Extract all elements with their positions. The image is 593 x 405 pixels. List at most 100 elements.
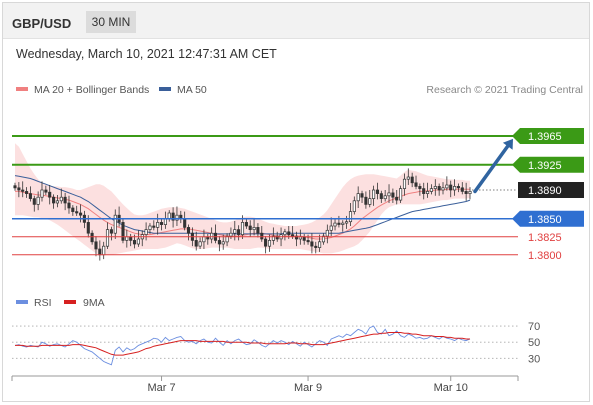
candle-body bbox=[294, 235, 299, 240]
candle-body bbox=[356, 193, 360, 202]
candle bbox=[28, 186, 32, 202]
candle-body bbox=[310, 241, 314, 247]
candle-body bbox=[264, 238, 268, 247]
candle-body bbox=[267, 240, 272, 247]
candle bbox=[71, 205, 75, 216]
candle-body bbox=[40, 189, 44, 198]
candle bbox=[237, 225, 241, 241]
candle-body bbox=[314, 245, 318, 248]
timeframe-badge[interactable]: 30 MIN bbox=[86, 11, 136, 33]
candle-body bbox=[98, 248, 102, 256]
candle-body bbox=[237, 229, 241, 235]
candle-body bbox=[325, 229, 329, 237]
candle-body bbox=[414, 182, 418, 187]
price-panel bbox=[13, 143, 472, 261]
candle bbox=[148, 223, 152, 234]
candle bbox=[264, 236, 268, 254]
candle-body bbox=[368, 198, 372, 205]
time-tick-label: Mar 10 bbox=[434, 382, 468, 394]
candle bbox=[468, 187, 472, 200]
candle bbox=[391, 188, 395, 203]
candle-body bbox=[464, 191, 468, 194]
candle bbox=[44, 185, 48, 196]
candle-body bbox=[348, 211, 353, 223]
candle bbox=[109, 226, 113, 241]
header-bar: GBP/USD 30 MIN bbox=[3, 3, 589, 39]
ma9-legend-label: 9MA bbox=[83, 297, 105, 309]
candle-body bbox=[121, 222, 125, 241]
candle bbox=[348, 202, 353, 226]
pivot-tag bbox=[512, 210, 584, 227]
candle-body bbox=[433, 186, 437, 189]
candle-body bbox=[25, 191, 29, 194]
candle-body bbox=[337, 222, 341, 225]
candle-body bbox=[109, 229, 113, 234]
rsi-tick-label: 30 bbox=[528, 353, 540, 365]
main-legend: MA 20 + Bollinger Bands MA 50 Research ©… bbox=[16, 84, 583, 96]
candle-body bbox=[364, 196, 368, 205]
candle bbox=[94, 236, 98, 257]
candle bbox=[186, 224, 191, 241]
candle bbox=[252, 218, 256, 236]
candle-body bbox=[44, 189, 48, 193]
candle-body bbox=[163, 218, 167, 225]
candle bbox=[156, 213, 160, 235]
ma9-legend-swatch bbox=[64, 300, 76, 304]
candle-body bbox=[136, 238, 140, 245]
candle-body bbox=[113, 214, 117, 234]
candle bbox=[267, 234, 272, 252]
candle-body bbox=[129, 236, 133, 241]
candle-body bbox=[17, 187, 21, 191]
candle bbox=[55, 195, 59, 208]
candle-body bbox=[410, 176, 414, 184]
candle bbox=[460, 182, 464, 195]
candle-body bbox=[144, 229, 148, 235]
candle-body bbox=[460, 187, 464, 192]
candle-body bbox=[252, 227, 256, 230]
candle-body bbox=[132, 240, 137, 245]
candle bbox=[445, 176, 449, 191]
candle bbox=[429, 184, 433, 195]
candle bbox=[152, 220, 156, 231]
candle bbox=[321, 233, 326, 245]
candle-body bbox=[391, 192, 395, 198]
candle-body bbox=[244, 222, 248, 227]
candle-body bbox=[94, 241, 98, 250]
candle bbox=[422, 182, 426, 200]
candle bbox=[387, 184, 391, 203]
time-tick-label: Mar 7 bbox=[147, 382, 175, 394]
candle-body bbox=[186, 227, 191, 234]
candle-body bbox=[456, 186, 460, 189]
candle bbox=[25, 187, 29, 198]
candle-body bbox=[321, 235, 326, 243]
candle-body bbox=[306, 240, 310, 243]
resistance-tag bbox=[512, 128, 584, 144]
candle-body bbox=[345, 221, 349, 224]
resistance-tag bbox=[512, 156, 584, 173]
candle bbox=[198, 237, 202, 250]
rsi-tick-label: 50 bbox=[528, 337, 540, 349]
candle bbox=[105, 222, 110, 250]
candle-body bbox=[194, 240, 198, 247]
candle bbox=[75, 205, 79, 216]
rsi-legend-swatch bbox=[16, 300, 28, 304]
candle bbox=[406, 168, 410, 185]
candle bbox=[453, 179, 457, 196]
candle-body bbox=[86, 222, 90, 234]
candle-body bbox=[210, 232, 214, 240]
candle bbox=[352, 196, 356, 215]
ma50-legend-swatch bbox=[159, 87, 171, 91]
candle-body bbox=[453, 186, 457, 191]
support-label: 1.3825 bbox=[528, 232, 562, 244]
candle-body bbox=[445, 184, 449, 189]
rsi-legend-label: RSI bbox=[34, 297, 52, 309]
candle bbox=[368, 190, 372, 208]
candle bbox=[256, 223, 260, 238]
candle-body bbox=[260, 232, 264, 240]
candle-body bbox=[13, 185, 17, 189]
rsi-panel: 70 50 30 bbox=[12, 321, 540, 366]
candle bbox=[464, 182, 468, 201]
candle-body bbox=[75, 211, 79, 214]
candle bbox=[21, 181, 25, 198]
candle-body bbox=[225, 235, 229, 243]
